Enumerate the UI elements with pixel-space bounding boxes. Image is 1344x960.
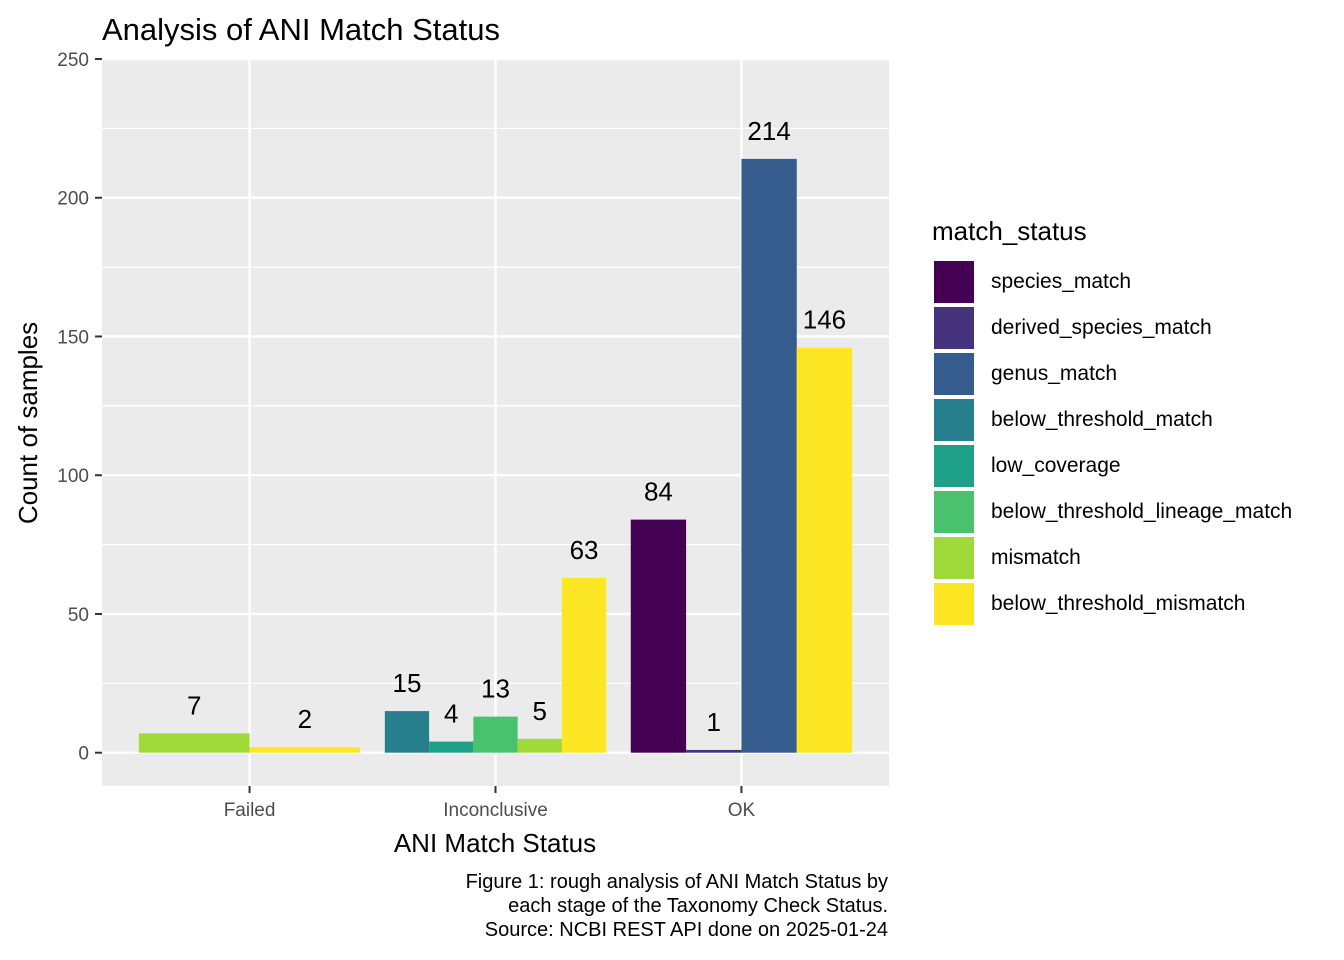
data-label: 13: [481, 674, 510, 704]
data-labels: 7 2 15 4 13 5 63 84 1 214 146: [187, 116, 846, 737]
legend-item: species_match: [932, 259, 1292, 305]
data-label: 2: [298, 704, 312, 734]
legend-label: derived_species_match: [991, 316, 1212, 339]
y-tick-label: 0: [78, 744, 89, 765]
legend-key: [932, 259, 976, 305]
data-label: 7: [187, 690, 201, 720]
bar: [384, 711, 430, 753]
data-label: 5: [533, 696, 547, 726]
legend-key: [932, 397, 976, 443]
data-label: 1: [707, 707, 721, 737]
bars: [138, 158, 853, 753]
legend-key: [932, 535, 976, 581]
y-tick-label: 150: [57, 327, 89, 348]
bar: [517, 738, 562, 753]
legend-item: below_threshold_mismatch: [932, 581, 1292, 627]
caption-line: Source: NCBI REST API done on 2025-01-24: [484, 919, 888, 941]
legend-key: [932, 443, 976, 489]
legend-item: derived_species_match: [932, 305, 1292, 351]
data-label: 4: [444, 699, 458, 729]
legend-key: [932, 581, 976, 627]
x-axis-title: ANI Match Status: [394, 828, 596, 858]
legend-label: below_threshold_mismatch: [991, 592, 1246, 615]
legend-swatch: [934, 445, 974, 487]
legend: match_status species_match derived_specie…: [932, 216, 1292, 627]
data-label: 63: [570, 535, 599, 565]
x-tick-label: Failed: [224, 800, 276, 821]
legend-swatch: [934, 261, 974, 303]
legend-item: low_coverage: [932, 443, 1292, 489]
y-axis-title: Count of samples: [13, 322, 43, 524]
data-label: 146: [803, 305, 846, 335]
chart-title: Analysis of ANI Match Status: [102, 12, 500, 47]
x-tick-label: Inconclusive: [443, 800, 548, 821]
data-label: 214: [747, 116, 790, 146]
caption-line: each stage of the Taxonomy Check Status.: [508, 895, 888, 917]
bar: [429, 741, 474, 753]
legend-title: match_status: [932, 216, 1087, 246]
legend-item: genus_match: [932, 351, 1292, 397]
x-tick-label: OK: [728, 800, 756, 821]
data-label: 84: [644, 477, 673, 507]
y-tick-label: 250: [57, 50, 89, 71]
legend-item: mismatch: [932, 535, 1292, 581]
y-tick-label: 50: [68, 605, 89, 626]
y-tick-label: 100: [57, 466, 89, 487]
legend-item: below_threshold_match: [932, 397, 1292, 443]
legend-label: mismatch: [991, 546, 1081, 569]
x-axis: Failed Inconclusive OK: [224, 786, 756, 821]
legend-label: below_threshold_match: [991, 408, 1213, 431]
legend-key: [932, 305, 976, 351]
bar: [686, 749, 742, 753]
bar: [138, 733, 250, 753]
legend-label: low_coverage: [991, 454, 1121, 477]
bar: [473, 716, 518, 753]
legend-key: [932, 489, 976, 535]
legend-item: below_threshold_lineage_match: [932, 489, 1292, 535]
bar: [741, 158, 797, 753]
bar: [249, 747, 361, 753]
legend-swatch: [934, 399, 974, 441]
y-axis: 0 50 100 150 200 250: [57, 50, 102, 765]
legend-swatch: [934, 353, 974, 395]
legend-label: species_match: [991, 270, 1132, 293]
data-label: 15: [393, 668, 422, 698]
caption-line: Figure 1: rough analysis of ANI Match St…: [465, 871, 888, 893]
legend-swatch: [934, 307, 974, 349]
bar: [561, 577, 607, 753]
legend-label: below_threshold_lineage_match: [991, 500, 1293, 523]
legend-label: genus_match: [991, 362, 1118, 385]
legend-swatch: [934, 537, 974, 579]
bar: [796, 347, 853, 753]
legend-key: [932, 351, 976, 397]
figure-caption: Figure 1: rough analysis of ANI Match St…: [466, 870, 888, 942]
y-tick-label: 200: [57, 189, 89, 210]
legend-swatch: [934, 583, 974, 625]
bar: [630, 519, 687, 753]
legend-swatch: [934, 491, 974, 533]
